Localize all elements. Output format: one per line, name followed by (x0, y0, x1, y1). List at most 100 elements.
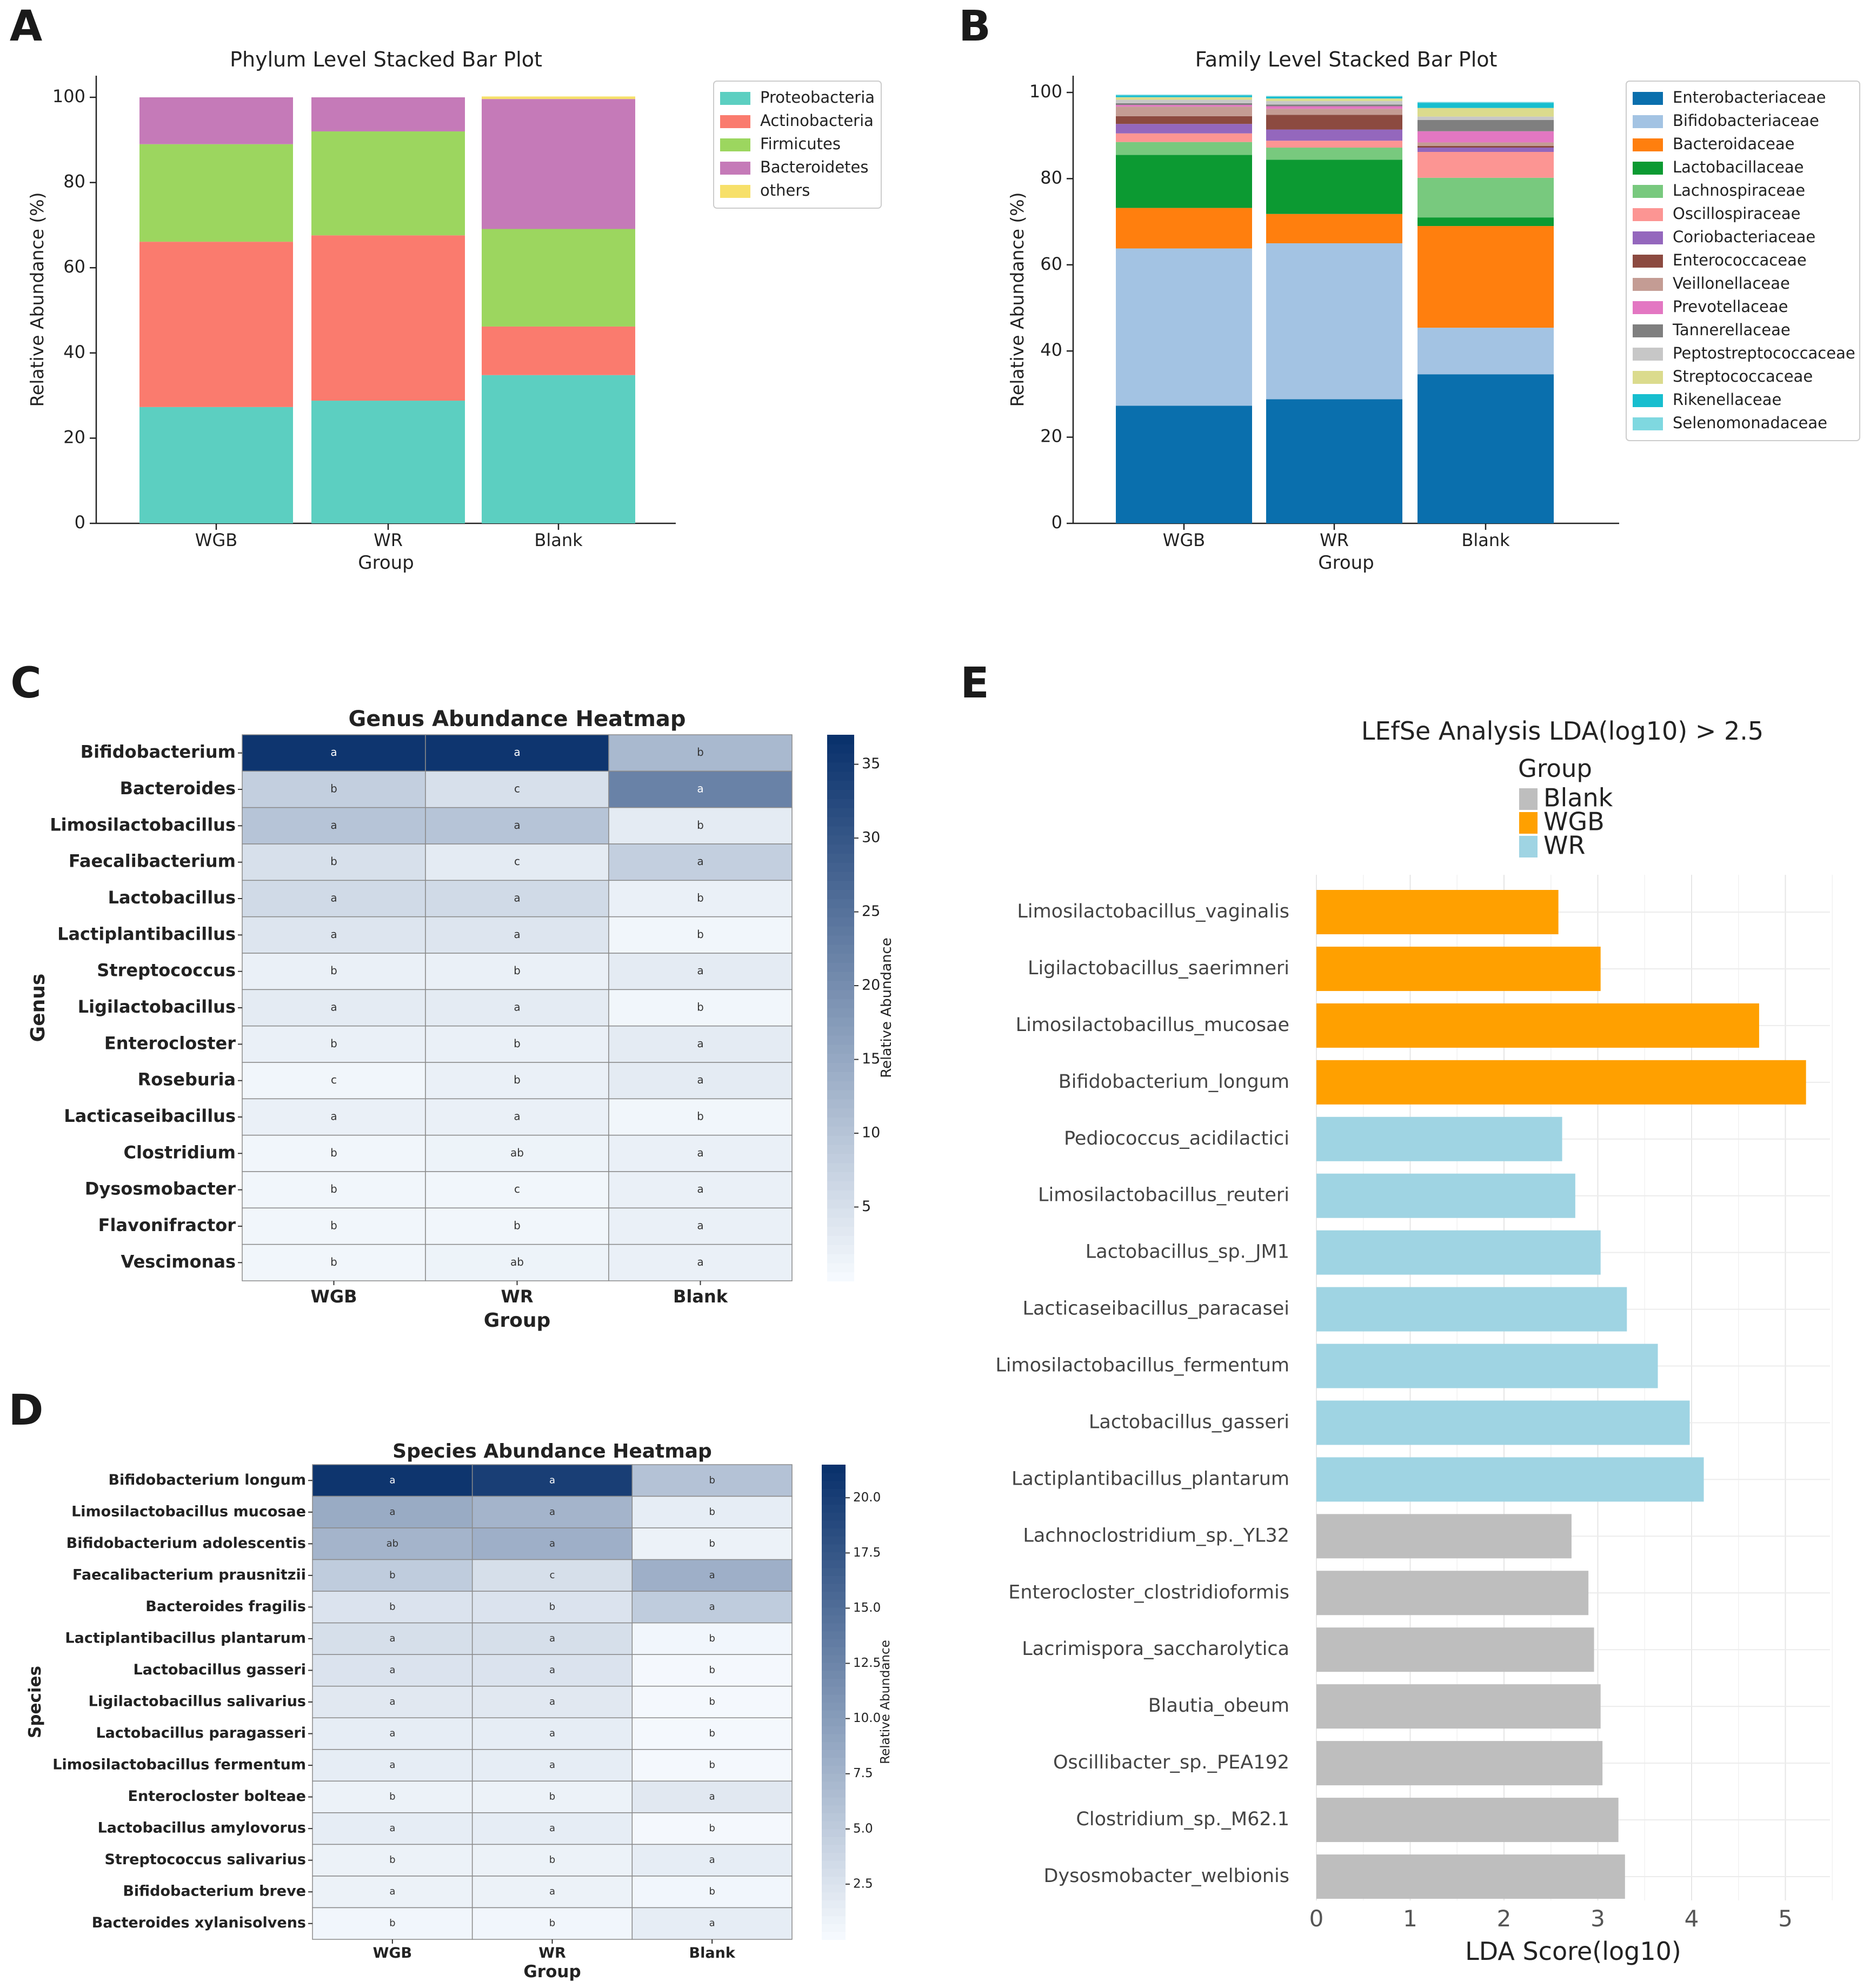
heatmap-cell-lactobacillus-gasseri-blank (631, 1654, 793, 1687)
bar-segment-wr-prevotellaceae (1266, 106, 1402, 109)
colorbar-segment (827, 735, 854, 744)
x-axis-label: LDA Score(log10) (1465, 1937, 1681, 1966)
colorbar-segment (822, 1631, 846, 1639)
colorbar-segment (822, 1852, 846, 1861)
cell-letter: b (709, 1474, 715, 1486)
legend-label-wr: WR (1543, 831, 1585, 860)
colorbar-segment (827, 798, 854, 808)
legend-label-bacteroidetes: Bacteroidetes (760, 158, 868, 176)
colorbar-segment (822, 1860, 846, 1869)
row-label-vescimonas: Vescimonas (121, 1251, 236, 1272)
colorbar-tick-label: 15 (862, 1050, 880, 1067)
cell-letter: a (330, 746, 337, 759)
bar-segment-wr-enterobacteriaceae (1266, 399, 1402, 523)
colorbar-segment (827, 1126, 854, 1136)
legend-swatch-tannerellaceae (1633, 324, 1663, 337)
feature-label-blautia-obeum: Blautia_obeum (1148, 1695, 1289, 1717)
cell-letter: b (389, 1791, 395, 1803)
colorbar-segment (827, 971, 854, 981)
cell-letter: a (389, 1886, 395, 1897)
column-label-blank: Blank (673, 1286, 728, 1307)
heatmap-cell-bacteroides-xylanisolvens-wgb (312, 1907, 473, 1940)
bar-segment-wgb-enterococcaceae (1116, 116, 1252, 124)
colorbar-segment (822, 1520, 846, 1529)
bar-segment-blank-bacteroidaceae (1418, 226, 1554, 328)
x-tick-label-wgb: WGB (195, 530, 237, 550)
colorbar-segment (827, 1016, 854, 1027)
cell-letter: b (389, 1918, 395, 1929)
legend-label-enterococcaceae: Enterococcaceae (1673, 251, 1807, 269)
colorbar-segment (827, 1235, 854, 1245)
cell-letter: a (549, 1664, 555, 1675)
legend-swatch-blank (1519, 788, 1538, 810)
bar-segment-wgb-peptostreptococcaceae (1116, 99, 1252, 103)
feature-label-limosilactobacillus-mucosae: Limosilactobacillus_mucosae (1016, 1014, 1289, 1036)
colorbar-segment (827, 853, 854, 863)
colorbar-segment (827, 1162, 854, 1172)
panel-a: Phylum Level Stacked Bar Plot 0 20 40 60 80 10… (26, 48, 882, 574)
colorbar-segment (822, 1733, 846, 1743)
row-label-lactobacillus-amylovorus: Lactobacillus amylovorus (98, 1820, 306, 1837)
cell-letter: a (697, 1255, 703, 1268)
colorbar-segment (827, 880, 854, 890)
cell-letter: b (709, 1506, 715, 1518)
colorbar-segment (822, 1678, 846, 1687)
cell-letter: c (514, 855, 520, 868)
row-label-ligilactobacillus: Ligilactobacillus (78, 996, 236, 1017)
column-label-wr: WR (501, 1286, 534, 1307)
colorbar-segment (822, 1765, 846, 1774)
legend-label-others: others (760, 181, 810, 200)
colorbar-segment (827, 1035, 854, 1045)
x-tick-label-blank: Blank (534, 530, 583, 550)
cell-letter: a (330, 1001, 337, 1014)
colorbar-segment (822, 1884, 846, 1893)
x-tick-label-wgb: WGB (1163, 530, 1205, 550)
cell-letter: ab (510, 1146, 524, 1159)
lda-bar-dysosmobacter-welbionis (1316, 1854, 1625, 1899)
cell-letter: b (709, 1823, 715, 1834)
bar-segment-blank-prevotellaceae (1418, 131, 1554, 143)
colorbar-segment (822, 1583, 846, 1592)
row-label-limosilactobacillus: Limosilactobacillus (50, 814, 236, 835)
lda-bar-limosilactobacillus-reuteri (1316, 1173, 1575, 1218)
colorbar-segment (827, 1262, 854, 1273)
bar-segment-wgb-rikenellaceae (1116, 95, 1252, 97)
heatmap-cell-lactiplantibacillus-blank (608, 916, 793, 954)
colorbar-segment (822, 1741, 846, 1750)
heatmap-cell-bifidobacterium-breve-wgb (312, 1876, 473, 1909)
row-label-lactiplantibacillus: Lactiplantibacillus (57, 923, 236, 944)
cell-letter: b (389, 1854, 395, 1866)
colorbar-segment (822, 1465, 846, 1473)
x-axis-label: Group (358, 552, 414, 574)
bar-segment-wr-coriobacteriaceae (1266, 129, 1402, 141)
panel-label-b: B (959, 2, 990, 51)
colorbar-segment (827, 935, 854, 945)
colorbar-segment (822, 1892, 846, 1900)
legend-label-bifidobacteriaceae: Bifidobacteriaceae (1673, 111, 1819, 130)
legend-label-bacteroidaceae: Bacteroidaceae (1673, 135, 1795, 153)
heatmap-cell-bifidobacterium-longum-wr (471, 1464, 633, 1497)
legend-swatch-lactobacillaceae (1633, 162, 1663, 175)
row-label-bacteroides-xylanisolvens: Bacteroides xylanisolvens (92, 1914, 306, 1931)
y-tick-label: 0 (75, 512, 85, 533)
colorbar-segment (827, 835, 854, 845)
row-label-lacticaseibacillus: Lacticaseibacillus (64, 1106, 236, 1126)
row-label-lactiplantibacillus-plantarum: Lactiplantibacillus plantarum (65, 1630, 306, 1646)
colorbar-segment (827, 1062, 854, 1072)
cell-letter: b (330, 1255, 337, 1268)
cell-letter: a (514, 892, 520, 905)
colorbar-segment (827, 1008, 854, 1018)
colorbar-segment (827, 1253, 854, 1264)
row-label-bacteroides-fragilis: Bacteroides fragilis (145, 1598, 306, 1615)
colorbar-tick-label: 5 (862, 1198, 871, 1215)
cell-letter: a (549, 1886, 555, 1897)
bar-segment-blank-firmicutes (482, 229, 635, 327)
lda-bar-lacticaseibacillus-paracasei (1316, 1287, 1627, 1332)
heatmap-cell-faecalibacterium-blank (608, 843, 793, 881)
x-axis-label: Group (484, 1309, 550, 1332)
row-label-streptococcus: Streptococcus (97, 960, 236, 981)
colorbar-segment (822, 1725, 846, 1734)
heatmap-cell-bacteroides-fragilis-wr (471, 1591, 633, 1624)
cell-letter: a (389, 1664, 395, 1675)
